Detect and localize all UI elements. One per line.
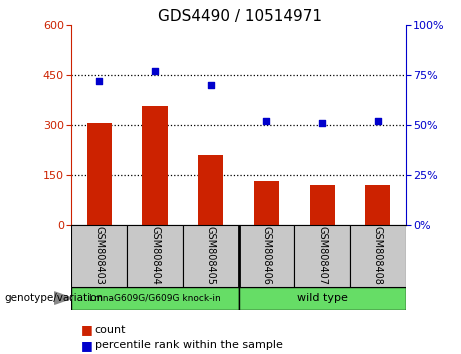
Text: GSM808408: GSM808408 xyxy=(373,226,383,285)
Bar xyxy=(365,185,390,225)
Point xyxy=(263,118,270,124)
Text: LmnaG609G/G609G knock-in: LmnaG609G/G609G knock-in xyxy=(89,294,221,303)
Text: GSM808404: GSM808404 xyxy=(150,226,160,285)
Point xyxy=(207,82,214,88)
Text: GSM808405: GSM808405 xyxy=(206,226,216,285)
Bar xyxy=(142,107,167,225)
FancyBboxPatch shape xyxy=(294,225,350,287)
FancyBboxPatch shape xyxy=(350,225,406,287)
Polygon shape xyxy=(54,292,72,304)
Point xyxy=(319,120,326,126)
Point xyxy=(151,68,159,74)
Bar xyxy=(198,155,223,225)
Text: GSM808406: GSM808406 xyxy=(261,226,272,285)
Text: GSM808407: GSM808407 xyxy=(317,226,327,285)
Bar xyxy=(87,123,112,225)
Text: ■: ■ xyxy=(81,339,92,352)
Text: percentile rank within the sample: percentile rank within the sample xyxy=(95,340,283,350)
FancyBboxPatch shape xyxy=(238,287,406,310)
Text: wild type: wild type xyxy=(297,293,348,303)
Text: genotype/variation: genotype/variation xyxy=(5,293,104,303)
FancyBboxPatch shape xyxy=(71,287,238,310)
Point xyxy=(95,78,103,84)
Text: count: count xyxy=(95,325,126,335)
Point xyxy=(374,118,382,124)
Bar xyxy=(310,185,335,225)
Text: GSM808403: GSM808403 xyxy=(95,226,104,285)
FancyBboxPatch shape xyxy=(71,225,127,287)
FancyBboxPatch shape xyxy=(238,225,294,287)
Text: GDS4490 / 10514971: GDS4490 / 10514971 xyxy=(158,9,322,24)
Text: ■: ■ xyxy=(81,324,92,336)
FancyBboxPatch shape xyxy=(183,225,238,287)
FancyBboxPatch shape xyxy=(127,225,183,287)
Bar xyxy=(254,182,279,225)
